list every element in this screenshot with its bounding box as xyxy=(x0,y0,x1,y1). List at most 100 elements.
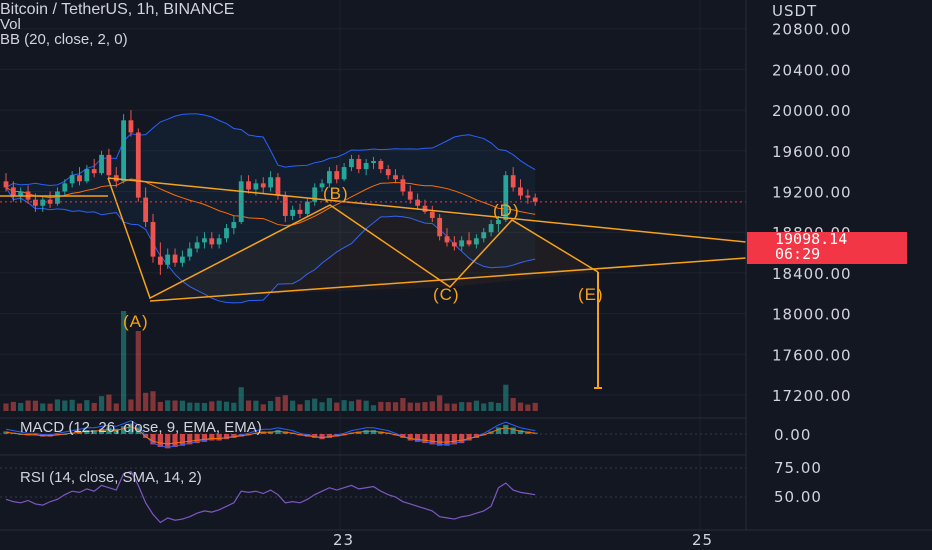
volume-legend[interactable]: Vol xyxy=(0,16,21,33)
rsi-axis: 75.00 50.00 xyxy=(774,459,822,506)
candle-body xyxy=(194,242,200,249)
volume-bar xyxy=(150,391,156,411)
rsi-axis-tick-50: 50.00 xyxy=(774,488,822,506)
candle-body xyxy=(415,199,420,206)
volume-bar xyxy=(290,400,296,411)
candle-body xyxy=(334,171,340,180)
volume-bar xyxy=(3,403,9,411)
price-axis-currency: USDT xyxy=(772,2,817,20)
triangle-pattern-drawing[interactable] xyxy=(0,177,747,389)
candle-body xyxy=(466,240,472,245)
macd-histogram-bar xyxy=(503,424,509,434)
rsi-axis-tick-75: 75.00 xyxy=(774,459,822,477)
time-axis[interactable]: 23 25 xyxy=(333,531,713,549)
macd-histogram-bar xyxy=(319,434,325,440)
candle-body xyxy=(459,240,465,247)
macd-line xyxy=(5,420,536,448)
volume-bar xyxy=(319,402,325,411)
macd-histogram-bar xyxy=(223,434,230,440)
macd-histogram-bar xyxy=(407,434,413,441)
macd-histogram-bar xyxy=(84,430,90,434)
triangle-lower-trendline xyxy=(149,257,747,302)
volume-bar xyxy=(378,401,384,411)
macd-histogram-bar xyxy=(495,427,502,434)
candle-body xyxy=(187,248,193,257)
chart-legend: Bitcoin / TetherUS, 1h, BINANCE Vol BB (… xyxy=(0,1,235,48)
volume-bar xyxy=(370,405,377,411)
price-axis-tick: 18400.00 xyxy=(772,265,852,283)
volume-bar xyxy=(54,399,61,411)
volume-bar xyxy=(459,402,465,411)
volume-bar xyxy=(223,401,230,411)
candle-body xyxy=(525,195,531,198)
price-axis-tick: 18000.00 xyxy=(772,306,852,324)
candle-body xyxy=(216,238,222,245)
volume-bar xyxy=(304,400,310,411)
pattern-label-c: (C) xyxy=(433,285,460,304)
candle-body xyxy=(481,232,487,239)
macd-histogram-bar xyxy=(437,434,443,446)
rsi-line xyxy=(5,470,536,524)
candle-body xyxy=(106,154,112,176)
candle-body xyxy=(40,199,46,206)
volume-bar xyxy=(143,392,149,411)
macd-pane xyxy=(0,420,746,449)
macd-histogram-bar xyxy=(187,434,193,445)
macd-legend[interactable]: MACD (12, 26, close, 9, EMA, EMA) xyxy=(20,419,262,436)
price-axis-tick: 20400.00 xyxy=(772,61,852,79)
candle-body xyxy=(304,201,310,214)
volume-bar xyxy=(385,402,391,411)
macd-histogram-bar xyxy=(466,434,472,441)
candle-body xyxy=(157,256,163,265)
macd-histogram-bar xyxy=(532,432,538,434)
candle-body xyxy=(503,175,509,220)
macd-histogram-bar xyxy=(422,434,428,444)
volume-bar xyxy=(260,404,266,411)
candle-body xyxy=(510,175,516,188)
volume-bar xyxy=(194,402,200,411)
volume-bar xyxy=(179,400,185,411)
pattern-fill xyxy=(150,205,598,298)
candle-body xyxy=(99,154,104,174)
candle-body xyxy=(202,238,207,243)
candle-body xyxy=(349,158,354,168)
macd-histogram-bar xyxy=(121,426,127,434)
volume-bar xyxy=(209,401,215,411)
volume-bar xyxy=(165,400,171,411)
macd-histogram-bar xyxy=(415,434,421,442)
macd-axis-tick: 0.00 xyxy=(774,426,811,444)
candle-body xyxy=(444,236,450,243)
price-axis-tick: 20000.00 xyxy=(772,102,852,120)
volume-bar xyxy=(245,400,252,411)
bar-countdown: 06:29 xyxy=(775,245,821,263)
volume-bar xyxy=(106,394,112,411)
volume-bar xyxy=(517,402,524,411)
rsi-legend[interactable]: RSI (14, close, SMA, 14, 2) xyxy=(20,469,202,486)
volume-bar xyxy=(253,400,259,411)
volume-bar xyxy=(422,402,428,411)
candle-body xyxy=(260,183,266,188)
volume-bar xyxy=(172,400,178,411)
last-price-value: 19098.14 xyxy=(775,230,848,248)
volume-bar xyxy=(488,401,494,411)
macd-histogram-bar xyxy=(106,427,112,434)
triangle-upper-trendline xyxy=(107,177,747,243)
candle-body xyxy=(128,120,134,133)
volume-bar xyxy=(275,396,281,411)
volume-bar xyxy=(69,399,75,411)
candle-body xyxy=(91,169,97,174)
volume-bar xyxy=(481,403,487,411)
volume-bar xyxy=(473,400,479,411)
candle-body xyxy=(253,183,259,190)
candle-body xyxy=(319,183,325,188)
bb-legend[interactable]: BB (20, close, 2, 0) xyxy=(0,31,128,48)
symbol-title[interactable]: Bitcoin / TetherUS, 1h, BINANCE xyxy=(0,1,235,18)
volume-bar xyxy=(525,404,531,411)
macd-histogram-bar xyxy=(128,423,134,434)
candle-body xyxy=(378,160,384,170)
candle-body xyxy=(172,254,178,263)
candle-body xyxy=(429,211,435,218)
volume-bar xyxy=(231,402,237,411)
price-axis[interactable]: USDT 21600.0021200.0020800.0020400.00200… xyxy=(772,0,852,405)
